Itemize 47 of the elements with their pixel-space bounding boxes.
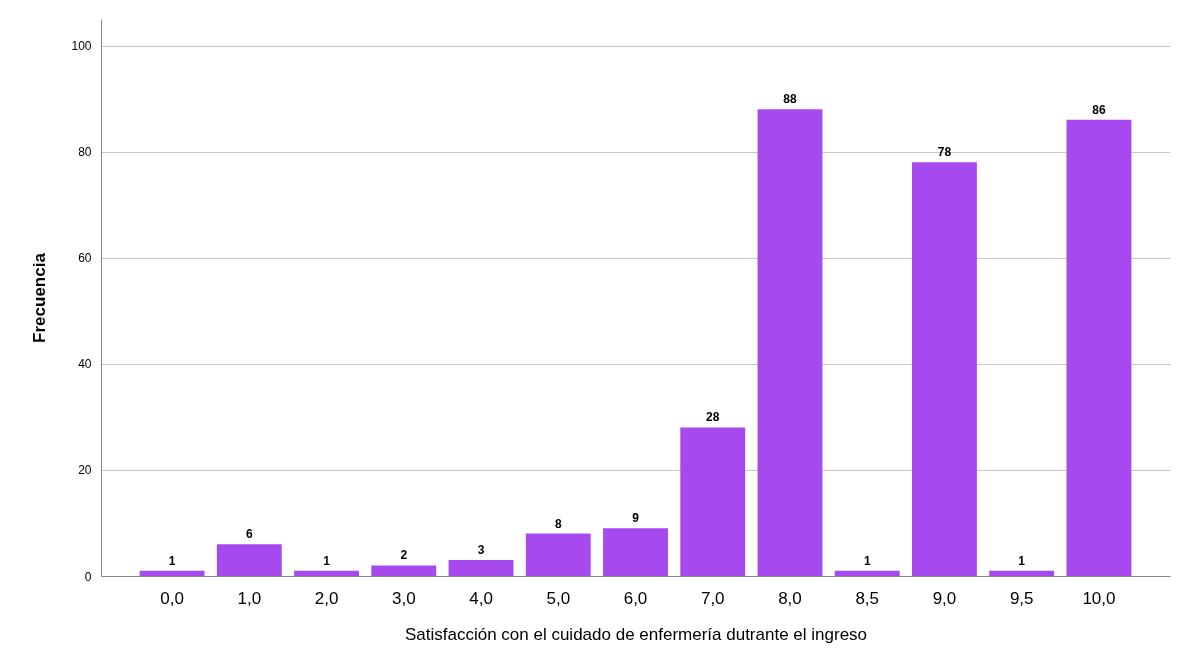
x-tick-label: 2,0 [314,588,339,608]
data-label: 88 [783,92,797,107]
bar [525,533,591,576]
x-tick-label: 4,0 [469,588,493,608]
data-label: 1 [168,553,176,568]
x-tick-label: 3,0 [391,588,416,608]
x-tick-label: 9,5 [1009,588,1034,608]
y-axis-title: Frecuencia [30,252,50,343]
bar [448,560,514,576]
x-axis-title: Satisfacción con el cuidado de enfermería dutrante el ingreso [404,624,868,644]
bar [912,162,977,576]
x-tick-label: 7,0 [700,588,725,608]
y-tick-label: 60 [78,251,92,266]
data-label: 6 [245,527,253,542]
data-label: 28 [706,410,720,425]
data-label: 3 [477,543,485,558]
x-tick-label: 10,0 [1082,588,1116,608]
data-label: 2 [400,548,408,563]
data-label: 1 [1018,553,1026,568]
y-tick-label: 20 [78,463,92,478]
x-tick-label: 8,5 [855,588,880,608]
bar [757,109,823,576]
bar [989,570,1055,576]
x-tick-label: 9,0 [932,588,957,608]
y-tick-label: 100 [71,39,92,54]
y-tick-label: 0 [84,569,92,584]
bar [139,570,205,576]
bar [216,544,282,576]
y-tick-label: 40 [78,357,92,372]
x-tick-label: 0,0 [160,588,184,608]
bar [294,570,359,576]
data-label: 86 [1092,102,1106,117]
data-label: 8 [554,516,562,531]
data-label: 1 [863,553,871,568]
x-tick-label: 6,0 [623,588,648,608]
bar [1066,119,1132,576]
data-label: 78 [937,145,952,160]
bar [834,570,900,576]
x-tick-label: 1,0 [237,588,262,608]
bar [603,528,668,576]
data-label: 9 [632,511,640,526]
bar [680,427,746,576]
y-tick-label: 80 [78,145,92,160]
data-label: 1 [323,553,331,568]
x-tick-label: 5,0 [546,588,571,608]
bar [371,565,437,576]
x-tick-label: 8,0 [778,588,802,608]
